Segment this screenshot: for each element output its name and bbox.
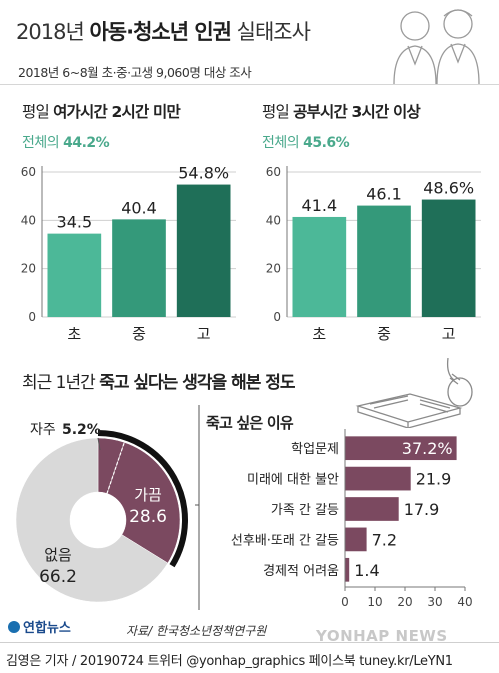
title-year: 2018년	[16, 20, 90, 44]
reason-bar	[345, 527, 367, 552]
left-panel-sub-pct: 44.2%	[63, 135, 110, 151]
watermark: YONHAP NEWS	[316, 627, 448, 645]
left-panel-title: 평일 여가시간 2시간 미만	[22, 100, 181, 122]
title-topic: 아동·청소년 인권	[89, 20, 232, 44]
leisure-ytick-label: 60	[21, 165, 36, 179]
study-value-label: 46.1	[366, 185, 402, 204]
header-divider	[0, 84, 499, 85]
study-ytick-label: 60	[266, 165, 281, 179]
footer-credit: 김영은 기자 / 20190724 트위터 @yonhap_graphics 페…	[6, 654, 453, 669]
title-suffix: 실태조사	[230, 20, 311, 44]
study-bar	[421, 199, 476, 317]
pie-slice	[106, 442, 181, 564]
reason-category-label: 선후배·또래 간 갈등	[231, 533, 339, 548]
pie-value-sometimes: 28.6	[129, 507, 167, 527]
reason-value-label: 7.2	[372, 530, 397, 549]
book-noose-illustration-icon	[355, 358, 473, 428]
study-value-label: 41.4	[302, 196, 338, 215]
right-panel-sub-pct: 45.6%	[303, 135, 350, 151]
reasons-xtick-label: 10	[367, 595, 382, 609]
footer-divider	[0, 642, 499, 643]
chart-study-time: 0 20 40 60 41.4 초 46.1 중 48.6% 고	[266, 165, 481, 343]
pie-label-sometimes: 가끔	[134, 486, 162, 504]
leisure-bar	[47, 233, 102, 317]
right-panel-subtitle: 전체의 45.6%	[262, 132, 350, 152]
leisure-category-label: 초	[67, 325, 81, 343]
leisure-ytick-label: 40	[21, 213, 36, 227]
study-bar	[292, 216, 347, 317]
pie-highlight-arc	[97, 430, 188, 568]
study-category-label: 고	[442, 325, 456, 343]
left-panel-title-bold: 여가시간 2시간 미만	[53, 103, 181, 121]
reason-bar	[345, 497, 399, 521]
reason-value-label: 17.9	[404, 500, 440, 519]
leisure-value-label: 54.8%	[178, 164, 229, 183]
section-title-light: 최근 1년간	[22, 373, 100, 393]
right-panel-sub-light: 전체의	[262, 135, 304, 151]
right-panel-title-light: 평일	[262, 103, 294, 121]
yonhap-logo: 연합뉴스	[8, 617, 71, 636]
reasons-title: 죽고 싶은 이유	[206, 414, 294, 432]
leisure-ytick-label: 20	[21, 262, 36, 276]
page-title: 2018년 아동·청소년 인권 실태조사	[16, 16, 311, 46]
leisure-category-label: 중	[132, 325, 146, 343]
leisure-bar	[112, 219, 166, 317]
chart-reasons: 학업문제 37.2% 미래에 대한 불안 21.9 가족 간 갈등 17.9 선후배·또래 …	[195, 405, 473, 610]
reason-value-label: 37.2%	[402, 439, 453, 458]
study-ytick-label: 0	[273, 310, 281, 324]
reasons-xtick-label: 20	[397, 595, 412, 609]
reasons-bracket	[195, 405, 200, 610]
students-illustration-icon	[393, 9, 480, 84]
reason-bar	[345, 466, 411, 491]
subtitle: 2018년 6~8월 초·중·고생 9,060명 대상 조사	[18, 65, 252, 80]
reason-value-label: 21.9	[416, 470, 452, 489]
reasons-xtick-label: 30	[427, 595, 442, 609]
section-title: 최근 1년간 죽고 싶다는 생각을 해본 정도	[22, 368, 296, 393]
yonhap-logo-icon	[8, 621, 20, 633]
pie-label-often: 자주	[30, 422, 56, 438]
study-ytick-label: 40	[266, 213, 281, 227]
leisure-value-label: 40.4	[121, 198, 157, 217]
leisure-ytick-label: 0	[28, 310, 36, 324]
right-panel-title: 평일 공부시간 3시간 이상	[262, 100, 421, 122]
section-title-bold: 죽고 싶다는 생각을 해본 정도	[99, 373, 295, 393]
yonhap-logo-text: 연합뉴스	[23, 621, 71, 636]
pie-value-never: 66.2	[39, 567, 77, 587]
reason-category-label: 가족 간 갈등	[271, 503, 339, 518]
reasons-xtick-label: 0	[341, 595, 349, 609]
pie-leader-line	[97, 437, 101, 451]
left-panel-title-light: 평일	[22, 103, 54, 121]
reason-category-label: 미래에 대한 불안	[247, 473, 339, 488]
chart-leisure-time: 0 20 40 60 34.5 초 40.4 중 54.8% 고	[21, 164, 236, 343]
study-category-label: 중	[377, 325, 391, 343]
right-panel-title-bold: 공부시간 3시간 이상	[293, 103, 421, 121]
pie-divider	[106, 442, 125, 494]
left-panel-sub-light: 전체의	[22, 135, 64, 151]
chart-suicidal-thoughts-pie: 자주 5.2% 가끔 28.6 없음 66.2	[15, 422, 188, 603]
reason-value-label: 1.4	[354, 561, 379, 580]
study-category-label: 초	[312, 325, 326, 343]
reason-bar	[345, 557, 350, 582]
reason-category-label: 학업문제	[291, 442, 339, 457]
left-panel-subtitle: 전체의 44.2%	[22, 132, 110, 152]
leisure-value-label: 34.5	[57, 213, 93, 232]
reasons-xtick-label: 40	[457, 595, 472, 609]
reason-category-label: 경제적 어려움	[263, 564, 339, 579]
pie-value-often: 5.2%	[62, 422, 101, 438]
leisure-bar	[176, 184, 231, 317]
study-value-label: 48.6%	[423, 179, 474, 198]
leisure-category-label: 고	[197, 325, 211, 343]
study-ytick-label: 20	[266, 262, 281, 276]
study-bar	[357, 205, 411, 317]
pie-label-never: 없음	[44, 546, 72, 564]
source-note: 자료/ 한국청소년정책연구원	[126, 624, 267, 638]
pie-slice	[15, 437, 169, 603]
reason-bar	[345, 436, 457, 461]
